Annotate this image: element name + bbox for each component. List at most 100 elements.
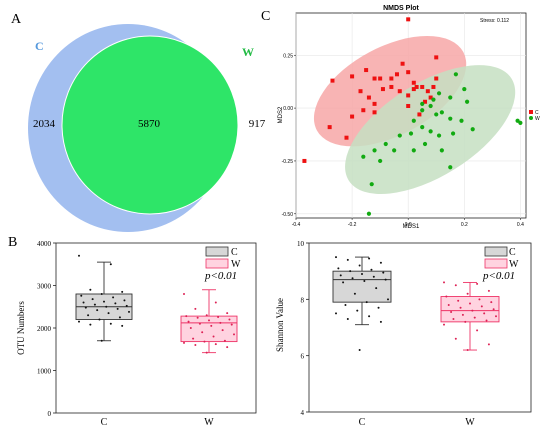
nmds-point-w	[439, 148, 444, 153]
otu-legend: C W	[205, 246, 241, 270]
otu-c-point	[78, 254, 80, 257]
otu-w-point	[221, 329, 224, 332]
nmds-point-w	[439, 110, 444, 115]
shannon-c-point	[342, 281, 345, 284]
otu-c-point	[105, 305, 108, 308]
shannon-w-point	[487, 289, 490, 292]
otu-w-point	[183, 293, 185, 295]
shannon-legend: C W	[484, 246, 519, 270]
nmds-x-axis-title: MDS1	[403, 224, 420, 230]
otu-y-tick-label: 4000	[37, 240, 52, 248]
nmds-point-c	[380, 87, 385, 92]
otu-c-point	[107, 312, 110, 315]
shannon-w-point	[483, 312, 486, 315]
shannon-c-point	[365, 301, 368, 304]
shannon-c-point	[358, 349, 361, 352]
shannon-w-point	[478, 298, 481, 301]
shannon-y-tick-label: 8	[301, 296, 305, 304]
shannon-w-point	[492, 308, 495, 311]
otu-w-point	[226, 346, 229, 349]
shannon-c-point	[339, 274, 342, 277]
nmds-point-w	[448, 116, 453, 121]
shannon-c-point	[337, 267, 340, 270]
nmds-point-c	[414, 84, 419, 89]
nmds-point-c	[397, 89, 402, 94]
shannon-legend-swatch-w	[484, 258, 508, 269]
shannon-legend-swatch-c	[484, 246, 508, 257]
otu-x-tick-w: W	[204, 417, 214, 428]
nmds-point-c	[350, 114, 355, 119]
shannon-c-point	[384, 278, 387, 281]
otu-w-point	[198, 322, 201, 325]
nmds-legend: C W	[529, 110, 540, 122]
nmds-point-c	[420, 84, 425, 89]
shannon-c-point	[346, 318, 349, 321]
otu-w-point	[185, 315, 188, 318]
shannon-p-value: p<0.01	[482, 270, 515, 282]
nmds-point-c	[434, 76, 439, 81]
nmds-y-tick-label: 0.25	[283, 53, 293, 59]
shannon-y-tick-label: 4	[301, 409, 305, 417]
nmds-point-w	[462, 86, 467, 92]
otu-c-point	[114, 302, 117, 305]
shannon-c-point	[363, 280, 366, 283]
shannon-w-point	[464, 320, 467, 323]
otu-legend-swatch-c	[205, 246, 229, 257]
nmds-point-c	[361, 108, 366, 113]
otu-box-panel: B 0 1000 2000 3000 4000 OTU Numbers C W p<0.…	[8, 235, 257, 428]
panel-label-b: B	[8, 235, 17, 250]
otu-c-point	[109, 322, 112, 325]
nmds-point-c	[389, 84, 394, 89]
otu-legend-label-c: C	[231, 247, 238, 258]
nmds-point-c	[330, 78, 335, 83]
nmds-y-tick-label: -0.25	[282, 159, 294, 165]
nmds-point-c	[406, 17, 411, 22]
otu-w-point	[228, 318, 231, 321]
otu-w-point	[217, 315, 220, 318]
nmds-point-w	[378, 158, 383, 164]
nmds-point-w	[518, 120, 523, 125]
nmds-point-c	[425, 89, 430, 94]
nmds-point-c	[372, 101, 377, 106]
nmds-point-w	[392, 148, 397, 153]
venn-panel: A C W 2034 5870 917	[11, 12, 266, 232]
otu-legend-swatch-w	[205, 258, 229, 269]
nmds-point-c	[406, 70, 411, 75]
panel-label-c: C	[261, 9, 270, 24]
otu-w-point	[194, 307, 197, 310]
otu-y-tick-label: 1000	[37, 368, 52, 376]
nmds-legend-marker-c	[529, 110, 533, 114]
shannon-y-axis-title: Shannon Value	[275, 298, 285, 352]
venn-label-c: C	[35, 39, 44, 53]
otu-w-point	[223, 339, 226, 342]
nmds-point-w	[422, 141, 428, 147]
venn-value-shared: 5870	[138, 118, 161, 130]
otu-c-point	[89, 323, 92, 326]
shannon-w-point	[450, 311, 453, 314]
venn-value-c-only: 2034	[33, 118, 56, 130]
otu-w-point	[196, 316, 199, 319]
shannon-w-box	[440, 296, 500, 323]
shannon-c-point	[346, 258, 349, 261]
nmds-panel: C NMDS Plot -0.4 -0.2 0.0 0.2 0.4 0.25 0.00 -0.…	[261, 5, 540, 230]
otu-w-point	[219, 321, 222, 324]
otu-w-point	[226, 312, 229, 315]
nmds-point-w	[383, 141, 388, 147]
otu-c-point	[100, 293, 103, 295]
nmds-point-c	[389, 76, 394, 81]
nmds-point-c	[366, 95, 371, 100]
nmds-point-w	[436, 133, 442, 138]
nmds-point-c	[411, 80, 416, 85]
otu-w-point	[205, 314, 208, 317]
nmds-title: NMDS Plot	[383, 5, 419, 12]
shannon-w-point	[473, 316, 476, 319]
shannon-box-panel: 4 6 8 10 Shannon Value C W p<0.01 C W	[275, 240, 532, 428]
otu-c-point	[100, 339, 103, 342]
venn-value-w-only: 917	[249, 118, 266, 130]
nmds-point-w	[420, 108, 425, 113]
nmds-point-c	[372, 76, 377, 81]
nmds-stress-label: Stress: 0.112	[480, 18, 509, 24]
nmds-point-w	[453, 72, 458, 77]
nmds-x-tick-label: 0.0	[405, 222, 412, 228]
nmds-y-tick-label: -0.50	[282, 212, 294, 218]
